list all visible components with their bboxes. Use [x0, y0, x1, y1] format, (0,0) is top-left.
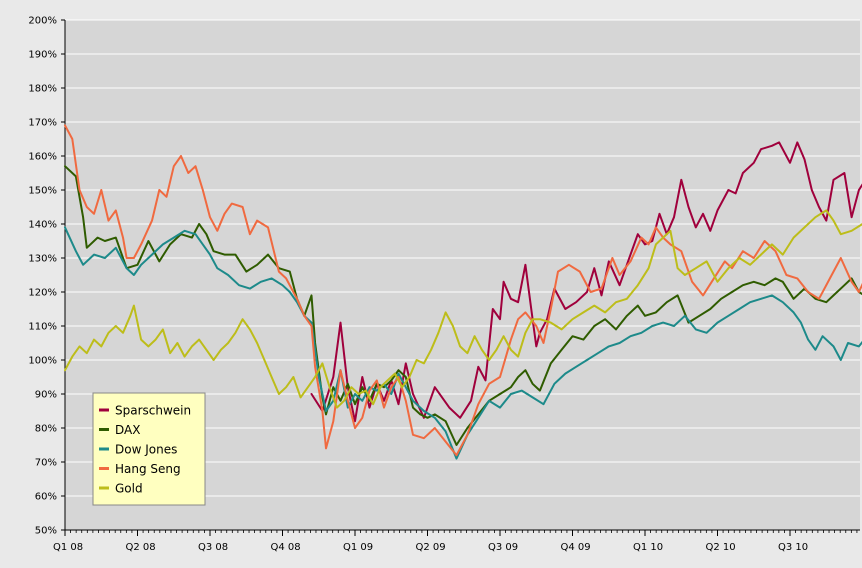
x-tick-label: Q2 09 — [416, 542, 446, 553]
y-tick-label: 160% — [28, 152, 57, 163]
legend-label: Hang Seng — [115, 462, 181, 476]
y-tick-label: 110% — [28, 322, 57, 333]
x-tick-label: Q1 08 — [53, 542, 83, 553]
y-tick-label: 60% — [35, 492, 57, 503]
y-tick-label: 100% — [28, 356, 57, 367]
x-tick-label: Q4 09 — [561, 542, 591, 553]
y-tick-label: 130% — [28, 254, 57, 265]
x-tick-label: Q2 08 — [126, 542, 156, 553]
legend-label: Sparschwein — [115, 404, 191, 418]
x-tick-label: Q1 09 — [343, 542, 373, 553]
legend-label: Dow Jones — [115, 443, 177, 457]
x-tick-label: Q1 10 — [633, 542, 663, 553]
y-tick-label: 80% — [35, 424, 57, 435]
y-tick-label: 190% — [28, 50, 57, 61]
legend-label: DAX — [115, 423, 140, 437]
legend-label: Gold — [115, 482, 143, 496]
x-tick-label: Q3 10 — [778, 542, 808, 553]
y-tick-label: 90% — [35, 390, 57, 401]
x-tick-label: Q4 08 — [271, 542, 301, 553]
x-tick-label: Q3 09 — [488, 542, 518, 553]
y-tick-label: 50% — [35, 526, 57, 537]
y-tick-label: 120% — [28, 288, 57, 299]
y-tick-label: 140% — [28, 220, 57, 231]
y-tick-label: 200% — [28, 16, 57, 27]
y-tick-label: 150% — [28, 186, 57, 197]
y-tick-label: 180% — [28, 84, 57, 95]
x-tick-label: Q3 08 — [198, 542, 228, 553]
y-tick-label: 170% — [28, 118, 57, 129]
y-tick-label: 70% — [35, 458, 57, 469]
x-tick-label: Q2 10 — [706, 542, 736, 553]
